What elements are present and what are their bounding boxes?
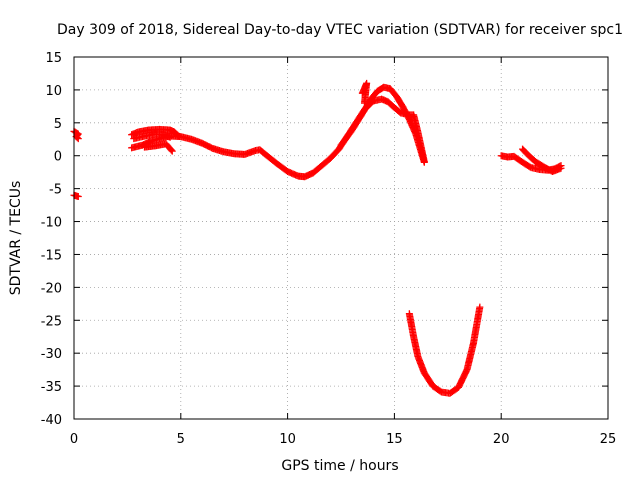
y-tick-label: -20: [41, 281, 62, 296]
series-arc-6: [140, 140, 176, 155]
data-point: [476, 303, 484, 311]
x-tick-label: 0: [70, 432, 78, 447]
axis-tick-labels: 0 5 10 15 20 25 15 10 5 0 -5 -10 -15 -20 -25 -30 -35 -40: [41, 51, 617, 447]
series-arc-11: [519, 145, 565, 176]
data-point: [168, 147, 176, 155]
data-point: [74, 193, 82, 201]
series-arc-8: [358, 79, 371, 107]
data-markers: [70, 79, 565, 397]
plot-frame: [73, 56, 609, 420]
y-tick-label: 0: [54, 150, 62, 165]
y-tick-label: -5: [49, 183, 62, 198]
data-point: [74, 135, 82, 143]
x-tick-label: 15: [386, 432, 403, 447]
y-tick-label: -15: [41, 248, 62, 263]
y-tick-label: 15: [45, 51, 62, 66]
y-tick-label: -10: [41, 216, 62, 231]
series-arc-5: [130, 130, 174, 143]
x-tick-label: 10: [279, 432, 296, 447]
data-point: [360, 99, 368, 107]
x-axis-label: GPS time / hours: [281, 458, 398, 474]
data-point: [73, 134, 81, 142]
y-tick-label: 5: [54, 117, 62, 132]
data-point: [420, 158, 428, 166]
y-tick-label: -25: [41, 314, 62, 329]
y-tick-label: -35: [41, 380, 62, 395]
y-tick-label: -40: [41, 413, 62, 428]
series-arc-7: [337, 83, 428, 166]
series-arc-9: [405, 303, 484, 397]
x-tick-label: 20: [493, 432, 510, 447]
data-point: [166, 133, 174, 141]
y-tick-label: -30: [41, 347, 62, 362]
y-axis-label: SDTVAR / TECUs: [8, 181, 24, 296]
chart-title: Day 309 of 2018, Sidereal Day-to-day VTE…: [57, 22, 623, 38]
x-tick-label: 5: [177, 432, 185, 447]
y-tick-label: 10: [45, 84, 62, 99]
data-point: [557, 164, 565, 172]
grid-lines: [74, 57, 608, 419]
data-point: [167, 146, 175, 154]
x-tick-label: 25: [600, 432, 617, 447]
